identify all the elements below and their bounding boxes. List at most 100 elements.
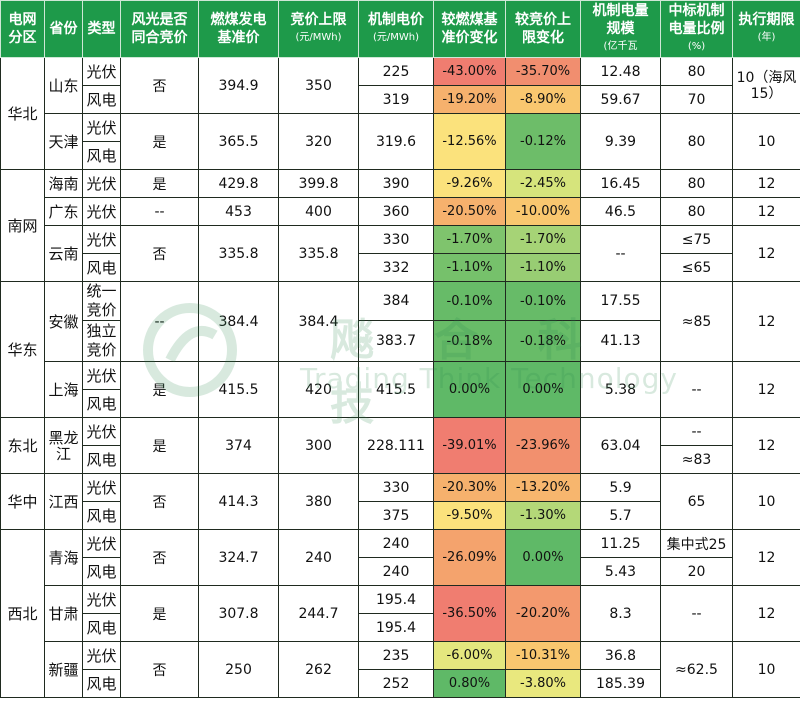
cap-price: 335.8 — [278, 225, 359, 282]
period: 10 — [732, 473, 800, 530]
period: 12 — [732, 585, 800, 642]
type-independent: 独立竞价 — [82, 320, 121, 362]
coal-price: 414.3 — [198, 473, 279, 530]
province-gansu: 甘肃 — [44, 585, 83, 642]
scale: 8.3 — [580, 585, 661, 642]
vs-cap: 0.00% — [505, 529, 581, 586]
same-auction: 否 — [120, 473, 199, 530]
ratio: 80 — [660, 197, 733, 226]
header-scale: 机制电量 规模 (亿千瓦 — [580, 0, 661, 58]
coal-price: 324.7 — [198, 529, 279, 586]
scale: 9.39 — [580, 113, 661, 170]
coal-price: 307.8 — [198, 585, 279, 642]
scale: 36.8 — [580, 641, 661, 670]
type-pv: 光伏 — [82, 417, 121, 446]
header-type: 类型 — [82, 0, 121, 58]
scale: 12.48 — [580, 57, 661, 86]
period: 10（海风15） — [732, 57, 800, 114]
ratio: 集中式25 — [660, 529, 733, 558]
vs-coal: -36.50% — [433, 585, 506, 642]
vs-cap: -2.45% — [505, 169, 581, 198]
mech-price: 235 — [358, 641, 434, 670]
cap-price: 399.8 — [278, 169, 359, 198]
ratio: ≤75 — [660, 225, 733, 254]
coal-price: 394.9 — [198, 57, 279, 114]
same-auction: 是 — [120, 361, 199, 418]
type-wind: 风电 — [82, 501, 121, 530]
ratio: 65 — [660, 473, 733, 530]
vs-coal: -6.00% — [433, 641, 506, 670]
mech-price: 390 — [358, 169, 434, 198]
period: 12 — [732, 417, 800, 474]
header-ratio: 中标机制 电量比例 (%) — [660, 0, 733, 58]
mech-price: 332 — [358, 253, 434, 282]
vs-cap: -0.12% — [505, 113, 581, 170]
vs-coal: -0.10% — [433, 281, 506, 321]
type-wind: 风电 — [82, 85, 121, 114]
coal-price: 335.8 — [198, 225, 279, 282]
same-auction: -- — [120, 197, 199, 226]
vs-cap: -35.70% — [505, 57, 581, 86]
vs-cap: -13.20% — [505, 473, 581, 502]
ratio: -- — [660, 417, 733, 446]
header-vs-cap: 较竞价上 限变化 — [505, 0, 581, 58]
coal-price: 415.5 — [198, 361, 279, 418]
type-wind: 风电 — [82, 141, 121, 170]
vs-coal: 0.00% — [433, 361, 506, 418]
type-pv: 光伏 — [82, 361, 121, 390]
period: 12 — [732, 197, 800, 226]
vs-cap: -3.80% — [505, 669, 581, 698]
same-auction: 否 — [120, 529, 199, 586]
ratio: -- — [660, 361, 733, 418]
ratio: 80 — [660, 57, 733, 86]
mech-price: 330 — [358, 473, 434, 502]
coal-price: 365.5 — [198, 113, 279, 170]
scale: 63.04 — [580, 417, 661, 474]
vs-coal: -39.01% — [433, 417, 506, 474]
vs-cap: -20.20% — [505, 585, 581, 642]
period: 12 — [732, 225, 800, 282]
region-east: 华东 — [0, 281, 45, 418]
type-pv: 光伏 — [82, 225, 121, 254]
mech-price: 195.4 — [358, 585, 434, 614]
vs-cap: 0.00% — [505, 361, 581, 418]
vs-coal: -1.10% — [433, 253, 506, 282]
header-vs-coal: 较燃煤基 准价变化 — [433, 0, 506, 58]
mech-price: 375 — [358, 501, 434, 530]
type-pv: 光伏 — [82, 585, 121, 614]
vs-cap: -10.00% — [505, 197, 581, 226]
region-northeast: 东北 — [0, 417, 45, 474]
province-yunnan: 云南 — [44, 225, 83, 282]
cap-price: 384.4 — [278, 281, 359, 362]
mech-price: 415.5 — [358, 361, 434, 418]
coal-price: 374 — [198, 417, 279, 474]
mech-price: 319.6 — [358, 113, 434, 170]
province-qinghai: 青海 — [44, 529, 83, 586]
ratio: -- — [660, 585, 733, 642]
province-shandong: 山东 — [44, 57, 83, 114]
vs-coal: -9.50% — [433, 501, 506, 530]
scale: 46.5 — [580, 197, 661, 226]
province-anhui: 安徽 — [44, 281, 83, 362]
cap-price: 420 — [278, 361, 359, 418]
mech-price: 240 — [358, 557, 434, 586]
region-central: 华中 — [0, 473, 45, 530]
same-auction: 否 — [120, 57, 199, 114]
vs-coal: -12.56% — [433, 113, 506, 170]
vs-cap: -1.30% — [505, 501, 581, 530]
same-auction: -- — [120, 281, 199, 362]
type-unified: 统一竞价 — [82, 281, 121, 321]
cap-price: 300 — [278, 417, 359, 474]
province-hainan: 海南 — [44, 169, 83, 198]
vs-cap: -0.18% — [505, 320, 581, 362]
type-pv: 光伏 — [82, 113, 121, 142]
same-auction: 否 — [120, 641, 199, 698]
type-pv: 光伏 — [82, 57, 121, 86]
type-wind: 风电 — [82, 557, 121, 586]
province-xinjiang: 新疆 — [44, 641, 83, 698]
vs-cap: -1.70% — [505, 225, 581, 254]
cap-price: 380 — [278, 473, 359, 530]
same-auction: 是 — [120, 169, 199, 198]
vs-coal: -19.20% — [433, 85, 506, 114]
